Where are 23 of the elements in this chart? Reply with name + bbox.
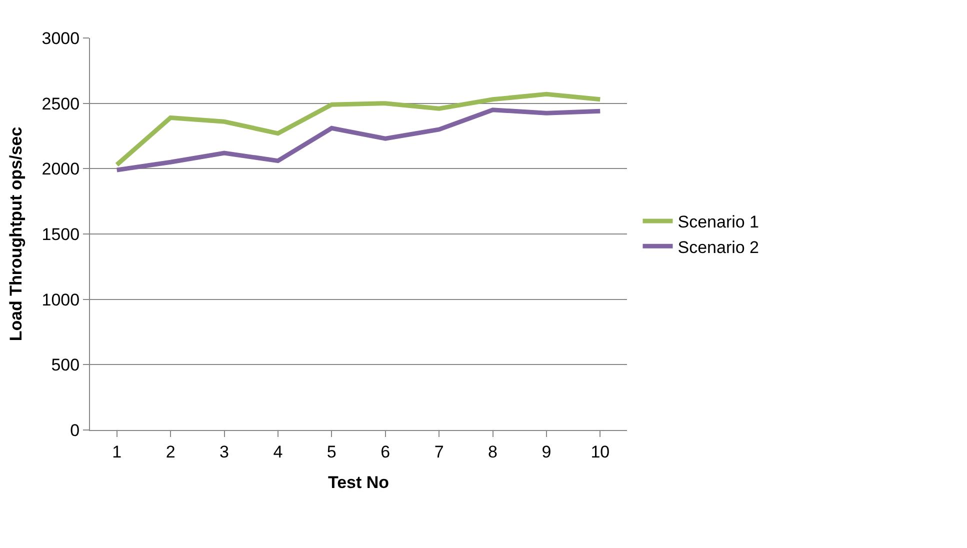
x-tick-label: 5 — [326, 442, 336, 462]
line-series — [114, 108, 602, 172]
x-axis-title: Test No — [328, 472, 390, 492]
y-tick-label: 2500 — [42, 94, 80, 114]
x-tick-label: 8 — [488, 442, 498, 462]
x-tick-label: 6 — [380, 442, 390, 462]
y-tick-label: 1500 — [42, 224, 80, 244]
x-tick-label: 3 — [220, 442, 229, 462]
y-axis-title: Load Throughtput ops/sec — [6, 126, 26, 342]
x-tick-label: 7 — [434, 442, 444, 462]
y-tick-label: 2000 — [42, 160, 80, 179]
line-series — [114, 92, 602, 167]
x-tick-label: 10 — [590, 442, 610, 462]
x-tick-label: 9 — [542, 442, 552, 462]
y-tick-label: 500 — [51, 356, 80, 375]
legend-label: Scenario 2 — [678, 238, 760, 257]
y-tick-label: 3000 — [42, 28, 80, 48]
y-tick-label: 0 — [70, 420, 80, 440]
x-tick-label: 4 — [273, 442, 283, 462]
x-tick-label: 1 — [112, 442, 122, 462]
legend-label: Scenario 1 — [678, 212, 760, 232]
y-tick-label: 1000 — [42, 290, 80, 310]
x-tick-label: 2 — [166, 442, 176, 462]
